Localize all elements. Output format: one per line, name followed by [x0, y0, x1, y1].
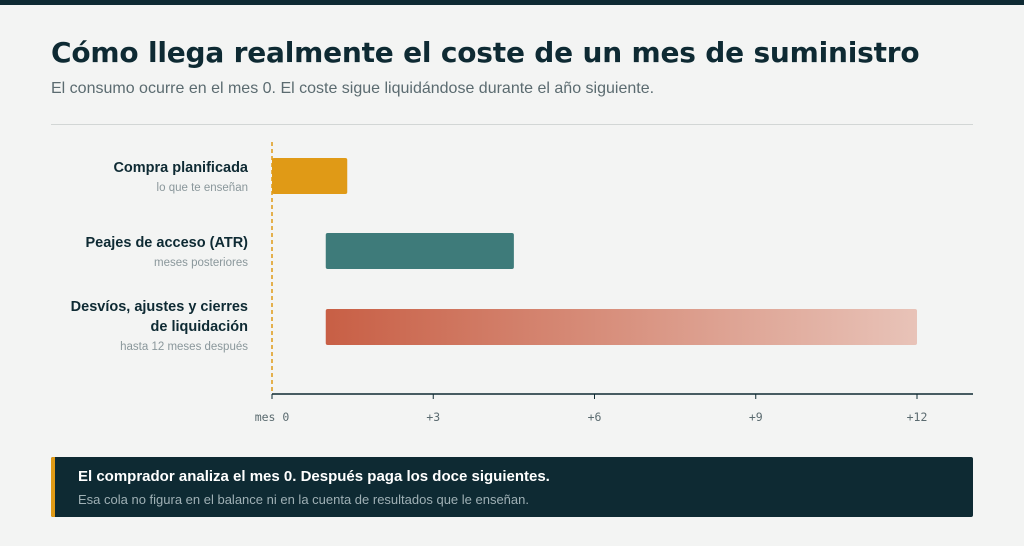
bar-label-2: Peajes de acceso (ATR): [85, 235, 248, 251]
bar-1: [272, 158, 348, 194]
callout-box: El comprador analiza el mes 0. Después p…: [51, 457, 973, 517]
bar-sublabel-2: meses posteriores: [154, 257, 248, 269]
bar-label-3-line-2: de liquidación: [151, 319, 248, 335]
x-tick-label-2: +3: [426, 410, 440, 424]
page-title: Cómo llega realmente el coste de un mes …: [51, 36, 920, 69]
callout-text: Esa cola no figura en el balance ni en l…: [78, 492, 529, 507]
x-tick-label-4: +9: [749, 410, 763, 424]
callout-accent-bar: [51, 457, 55, 517]
x-tick-label-1: mes 0: [255, 410, 290, 424]
bar-2: [325, 233, 514, 269]
x-tick-label-3: +6: [588, 410, 602, 424]
bar-sublabel-1: lo que te enseñan: [157, 182, 248, 194]
bar-label-1: Compra planificada: [113, 160, 248, 176]
callout-title: El comprador analiza el mes 0. Después p…: [78, 468, 550, 485]
bar-sublabel-3: hasta 12 meses después: [120, 341, 248, 353]
header-divider: [51, 124, 973, 125]
bar-label-3-line-1: Desvíos, ajustes y cierres: [71, 299, 248, 315]
settlement-timeline-chart: Compra planificada lo que te enseñan Peaje…: [71, 142, 973, 424]
page-subtitle: El consumo ocurre en el mes 0. El coste …: [51, 80, 655, 97]
x-tick-label-5: +12: [907, 410, 928, 424]
bar-3: [325, 309, 917, 345]
top-accent-bar: [0, 0, 1024, 5]
